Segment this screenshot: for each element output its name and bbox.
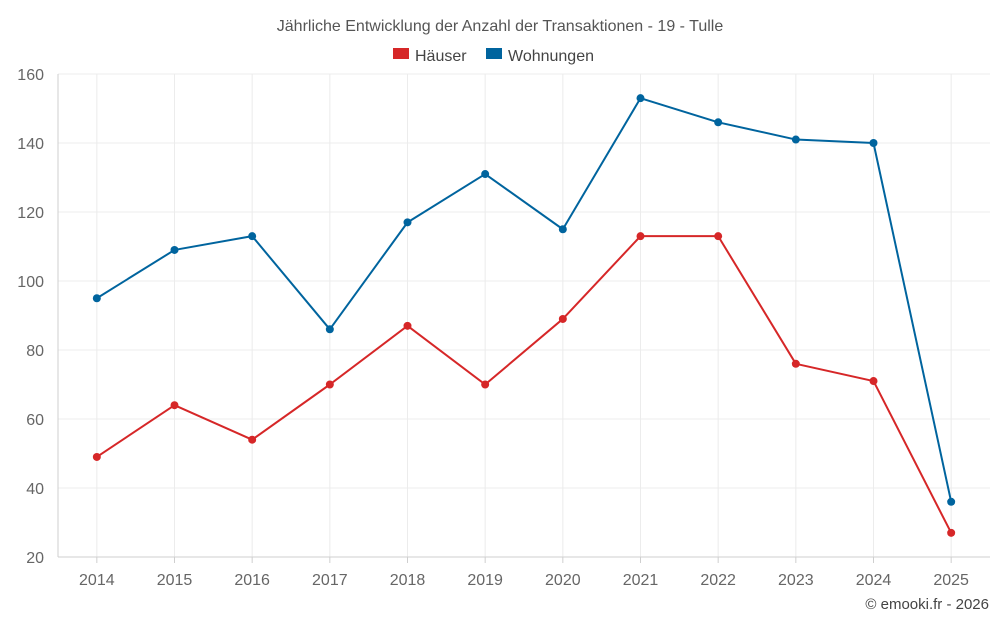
series-line-haeuser [96, 235, 953, 534]
legend-item-wohnungen[interactable]: Wohnungen [486, 48, 594, 65]
data-point-haeuser-2022[interactable] [714, 232, 723, 241]
y-tick-label-60: 60 [26, 412, 44, 429]
data-point-wohnungen-2025[interactable] [947, 497, 956, 506]
y-tick-label-80: 80 [26, 343, 44, 360]
x-axis-ticks: 2014 2015 2016 2017 2018 2019 2020 2021 2022 2023… [79, 572, 969, 589]
data-point-haeuser-2024[interactable] [869, 377, 878, 386]
axes [57, 74, 990, 563]
credit-text: © emooki.fr - 2026 [865, 596, 989, 613]
series-wohnungen [92, 94, 956, 506]
data-point-haeuser-2021[interactable] [636, 232, 645, 241]
x-tick-label-2020: 2020 [545, 572, 581, 589]
data-point-haeuser-2019[interactable] [481, 380, 490, 389]
data-point-wohnungen-2023[interactable] [791, 135, 800, 144]
x-tick-label-2025: 2025 [933, 572, 969, 589]
data-point-haeuser-2017[interactable] [325, 380, 334, 389]
data-point-haeuser-2014[interactable] [92, 452, 101, 461]
chart-title: Jährliche Entwicklung der Anzahl der Tra… [277, 18, 724, 35]
data-point-wohnungen-2014[interactable] [92, 294, 101, 303]
x-tick-label-2023: 2023 [778, 572, 814, 589]
series [92, 94, 956, 537]
x-tick-label-2015: 2015 [157, 572, 193, 589]
legend-item-haeuser[interactable]: Häuser [393, 48, 467, 65]
data-point-wohnungen-2022[interactable] [714, 118, 723, 127]
x-tick-label-2019: 2019 [467, 572, 503, 589]
data-point-haeuser-2020[interactable] [558, 314, 567, 323]
y-tick-label-20: 20 [26, 550, 44, 567]
y-tick-label-160: 160 [17, 67, 44, 84]
legend-label-haeuser: Häuser [415, 48, 467, 65]
y-axis-ticks: 20 40 60 80 100 120 140 160 [17, 67, 44, 567]
data-point-wohnungen-2019[interactable] [481, 170, 490, 179]
series-haeuser [92, 232, 956, 537]
y-tick-label-120: 120 [17, 205, 44, 222]
y-tick-label-100: 100 [17, 274, 44, 291]
data-point-wohnungen-2017[interactable] [325, 325, 334, 334]
x-tick-label-2014: 2014 [79, 572, 115, 589]
legend-label-wohnungen: Wohnungen [508, 48, 594, 65]
data-point-haeuser-2016[interactable] [248, 435, 257, 444]
data-point-wohnungen-2015[interactable] [170, 245, 179, 254]
y-tick-label-140: 140 [17, 136, 44, 153]
legend: Häuser Wohnungen [393, 48, 594, 65]
gridlines [58, 73, 990, 558]
series-line-wohnungen [96, 97, 953, 503]
data-point-haeuser-2015[interactable] [170, 401, 179, 410]
data-point-wohnungen-2024[interactable] [869, 139, 878, 147]
x-tick-label-2024: 2024 [856, 572, 892, 589]
x-tick-label-2022: 2022 [700, 572, 736, 589]
data-point-wohnungen-2020[interactable] [558, 225, 567, 234]
data-point-wohnungen-2016[interactable] [248, 232, 257, 241]
data-point-wohnungen-2021[interactable] [636, 94, 645, 103]
legend-swatch-wohnungen [486, 48, 502, 59]
x-tick-label-2017: 2017 [312, 572, 348, 589]
data-point-wohnungen-2018[interactable] [403, 218, 412, 227]
y-tick-label-40: 40 [26, 481, 44, 498]
legend-swatch-haeuser [393, 48, 409, 59]
data-point-haeuser-2025[interactable] [947, 528, 956, 537]
x-tick-label-2018: 2018 [390, 572, 426, 589]
data-point-haeuser-2018[interactable] [403, 321, 412, 330]
x-tick-label-2021: 2021 [623, 572, 659, 589]
data-point-haeuser-2023[interactable] [791, 359, 800, 368]
x-tick-label-2016: 2016 [234, 572, 270, 589]
